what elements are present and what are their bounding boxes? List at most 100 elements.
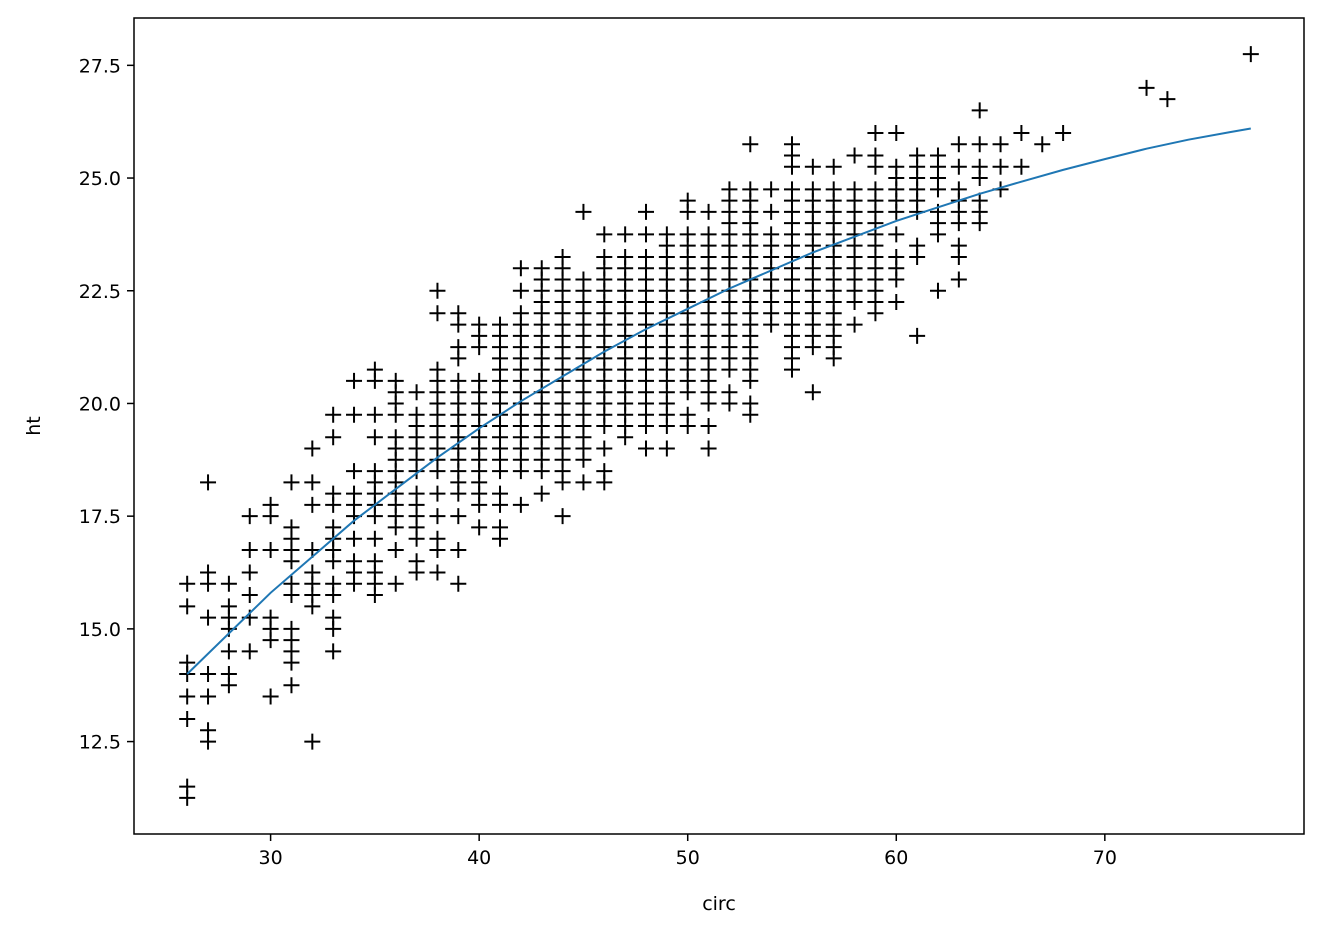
data-point xyxy=(1013,158,1030,175)
data-point xyxy=(241,564,258,581)
data-point xyxy=(471,372,488,389)
data-point xyxy=(742,395,759,412)
data-point xyxy=(971,102,988,119)
data-point xyxy=(1138,79,1155,96)
data-point xyxy=(888,226,905,243)
data-point xyxy=(366,406,383,423)
data-point xyxy=(909,327,926,344)
data-point xyxy=(366,553,383,570)
data-point xyxy=(1242,46,1259,63)
data-point xyxy=(179,654,196,671)
data-point xyxy=(679,226,696,243)
data-point xyxy=(387,575,404,592)
data-point xyxy=(846,316,863,333)
data-point xyxy=(346,553,363,570)
data-point xyxy=(429,361,446,378)
data-point xyxy=(262,609,279,626)
data-point xyxy=(325,485,342,502)
data-point xyxy=(1013,124,1030,141)
data-point xyxy=(867,147,884,164)
data-point xyxy=(283,575,300,592)
data-point xyxy=(346,485,363,502)
data-point xyxy=(638,248,655,265)
y-axis-title: ht xyxy=(23,416,45,436)
data-point xyxy=(304,541,321,558)
data-point xyxy=(408,553,425,570)
data-point xyxy=(200,688,217,705)
data-point xyxy=(804,181,821,198)
data-point xyxy=(200,564,217,581)
data-point xyxy=(304,496,321,513)
data-point xyxy=(783,181,800,198)
data-point xyxy=(366,429,383,446)
data-point xyxy=(512,282,529,299)
data-point xyxy=(179,575,196,592)
data-point xyxy=(241,587,258,604)
x-axis: 30 40 50 60 70 xyxy=(259,834,1117,869)
data-point xyxy=(575,203,592,220)
data-point xyxy=(200,665,217,682)
data-point xyxy=(554,508,571,525)
x-tick-label: 70 xyxy=(1093,847,1117,869)
data-point xyxy=(763,181,780,198)
y-tick-label: 22.5 xyxy=(79,281,121,303)
data-point xyxy=(220,665,237,682)
data-point xyxy=(638,440,655,457)
data-point xyxy=(241,643,258,660)
data-point xyxy=(325,643,342,660)
data-point xyxy=(429,564,446,581)
data-point xyxy=(909,237,926,254)
data-point xyxy=(408,406,425,423)
data-point xyxy=(679,192,696,209)
data-point xyxy=(638,226,655,243)
data-point xyxy=(429,530,446,547)
data-point xyxy=(992,136,1009,153)
data-point xyxy=(304,564,321,581)
data-point xyxy=(200,609,217,626)
data-point xyxy=(700,203,717,220)
data-point xyxy=(387,372,404,389)
data-point xyxy=(450,305,467,322)
data-point xyxy=(262,688,279,705)
data-point xyxy=(241,541,258,558)
data-point xyxy=(512,260,529,277)
data-point xyxy=(325,575,342,592)
plot-frame xyxy=(133,17,1305,835)
data-point xyxy=(617,226,634,243)
data-point xyxy=(596,248,613,265)
data-point xyxy=(763,203,780,220)
data-point xyxy=(366,463,383,480)
data-point xyxy=(950,181,967,198)
data-point xyxy=(387,429,404,446)
data-point xyxy=(429,508,446,525)
x-tick-label: 30 xyxy=(259,847,283,869)
data-point xyxy=(220,598,237,615)
data-point xyxy=(512,305,529,322)
data-point xyxy=(679,406,696,423)
data-point xyxy=(971,192,988,209)
data-point xyxy=(304,440,321,457)
data-point xyxy=(950,271,967,288)
data-point xyxy=(825,158,842,175)
data-point xyxy=(492,519,509,536)
data-point xyxy=(971,136,988,153)
data-point xyxy=(742,136,759,153)
data-point xyxy=(179,711,196,728)
y-tick-label: 27.5 xyxy=(79,55,121,77)
data-point xyxy=(721,181,738,198)
data-point xyxy=(262,496,279,513)
data-point xyxy=(429,282,446,299)
data-point xyxy=(241,508,258,525)
data-point xyxy=(971,158,988,175)
data-point xyxy=(325,429,342,446)
scatter-points xyxy=(179,46,1259,806)
data-point xyxy=(304,733,321,750)
data-point xyxy=(1159,91,1176,108)
data-point xyxy=(220,643,237,660)
x-axis-title: circ xyxy=(702,893,736,915)
data-point xyxy=(220,575,237,592)
data-point xyxy=(283,620,300,637)
data-point xyxy=(366,361,383,378)
data-point xyxy=(262,541,279,558)
data-point xyxy=(200,722,217,739)
